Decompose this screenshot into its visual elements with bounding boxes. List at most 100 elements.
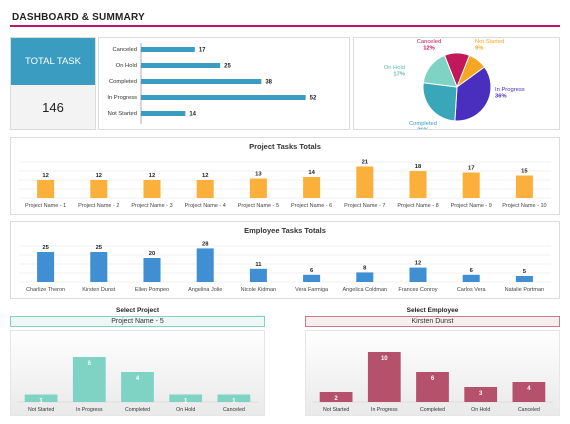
status-value-label: 52: [310, 96, 317, 102]
status-bar: [141, 63, 221, 68]
select-employee-category-label: Completed: [420, 407, 445, 413]
employee-value-label: 6: [310, 268, 314, 274]
pie-slice-label: Canceled: [417, 39, 442, 45]
status-category-label: Not Started: [108, 111, 137, 117]
project-status-chart: 1 Not Started 6 In Progress 4 Completed 1 On Ho…: [11, 331, 264, 415]
status-pie-card: Canceled 12% Not Started 9% In Progress 36% Co…: [353, 37, 560, 134]
total-task-card: [10, 37, 96, 130]
employee-status-chart: 2 Not Started 10 In Progress 6 Completed 3 On H…: [306, 331, 559, 415]
employee-category-label: Angelina Jolie: [188, 287, 222, 293]
project-bar: [356, 166, 374, 198]
project-chart-title: Project Tasks Totals: [249, 142, 321, 151]
select-employee-dropdown[interactable]: Kirsten Dunst: [305, 316, 560, 327]
project-value-label: 15: [521, 169, 528, 175]
employee-value-label: 6: [470, 268, 474, 274]
select-employee-value-label: 10: [381, 356, 388, 362]
employee-category-label: Carlos Vera: [457, 287, 487, 293]
select-employee-bar: [416, 372, 449, 402]
project-bar: [409, 171, 427, 198]
select-project-value-label: 1: [232, 399, 236, 405]
project-bar: [462, 172, 480, 198]
project-totals-chart: Project Tasks Totals 12 Project Name - 1 12…: [19, 142, 551, 209]
employee-value-label: 8: [363, 265, 367, 271]
select-employee-bar: [512, 382, 546, 402]
status-category-label: Completed: [109, 79, 137, 85]
pie-slice-percent: 17%: [393, 72, 405, 78]
employee-category-label: Natalie Portman: [505, 287, 544, 293]
project-totals-card: Project Tasks Totals 12 Project Name - 1 12…: [10, 137, 560, 215]
select-employee-bar: [319, 392, 353, 402]
project-bar: [37, 180, 55, 198]
select-employee-category-label: Canceled: [518, 407, 540, 413]
pie-slice-label: In Progress: [495, 87, 525, 93]
project-bar: [196, 180, 214, 198]
employee-category-label: Frances Conroy: [398, 287, 437, 293]
employee-bar: [409, 267, 427, 282]
status-bar-chart: Canceled 17 On Hold 25 Completed 38 In Progres…: [107, 43, 317, 124]
select-project-bar: [24, 394, 58, 402]
pie-slice-percent: 9%: [475, 46, 483, 52]
employee-bar: [356, 272, 374, 282]
pie-slice-label: Completed: [409, 121, 437, 127]
pie-slice-label: On Hold: [384, 65, 405, 71]
select-project-category-label: In Progress: [76, 407, 103, 413]
pie-slice: [422, 82, 458, 122]
project-value-label: 12: [96, 173, 102, 179]
status-bar-card: Canceled 17 On Hold 25 Completed 38 In Progres…: [98, 37, 350, 130]
project-category-label: Project Name - 2: [78, 203, 119, 209]
select-employee-category-label: In Progress: [371, 407, 398, 413]
select-project-category-label: Canceled: [223, 407, 245, 413]
status-category-label: On Hold: [116, 63, 137, 69]
select-project-dropdown[interactable]: Project Name - 5: [10, 316, 265, 327]
status-value-label: 14: [189, 112, 196, 118]
select-project-category-label: On Hold: [176, 407, 195, 413]
select-project-category-label: Not Started: [28, 407, 54, 413]
status-bar: [141, 95, 306, 100]
select-employee-bar: [367, 352, 401, 402]
status-value-label: 17: [199, 48, 206, 54]
project-bar: [249, 178, 267, 198]
status-value-label: 25: [224, 64, 231, 70]
status-category-label: In Progress: [107, 95, 137, 101]
project-category-label: Project Name - 10: [502, 203, 546, 209]
project-value-label: 12: [202, 173, 208, 179]
employee-value-label: 11: [255, 262, 262, 268]
project-value-label: 18: [415, 164, 422, 170]
employee-bar: [249, 268, 267, 282]
project-value-label: 12: [42, 173, 48, 179]
employee-category-label: Nicole Kidman: [241, 287, 276, 293]
select-project-category-label: Completed: [125, 407, 150, 413]
project-category-label: Project Name - 9: [451, 203, 492, 209]
project-value-label: 17: [468, 166, 474, 172]
pie-slice-percent: 26%: [417, 128, 429, 130]
employee-bar: [303, 274, 321, 282]
pie-slice-label: Not Started: [475, 39, 504, 45]
total-task-label: TOTAL TASK: [11, 38, 95, 85]
project-category-label: Project Name - 7: [344, 203, 385, 209]
project-bar: [515, 175, 533, 198]
employee-category-label: Kirsten Dunst: [82, 287, 115, 293]
total-task-value: 146: [11, 85, 95, 129]
select-project-label: Select Project: [116, 307, 159, 314]
project-bar: [143, 180, 161, 198]
project-category-label: Project Name - 3: [131, 203, 172, 209]
employee-bar: [515, 276, 533, 282]
status-category-label: Canceled: [113, 47, 138, 53]
project-bar: [303, 177, 321, 198]
project-category-label: Project Name - 1: [25, 203, 66, 209]
employee-category-label: Vera Farmiga: [295, 287, 329, 293]
select-project-value-label: 1: [184, 399, 188, 405]
project-category-label: Project Name - 8: [397, 203, 438, 209]
employee-bar: [90, 252, 108, 282]
select-project-bar: [217, 394, 251, 402]
employee-category-label: Angelica Coldman: [342, 287, 387, 293]
project-category-label: Project Name - 5: [238, 203, 279, 209]
select-employee-label: Select Employee: [406, 307, 459, 314]
employee-status-card: 2 Not Started 10 In Progress 6 Completed 3 On H…: [305, 330, 560, 416]
employee-chart-title: Employee Tasks Totals: [244, 226, 326, 235]
employee-value-label: 28: [202, 241, 209, 247]
select-employee-value-label: 6: [431, 376, 435, 382]
employee-value-label: 5: [523, 269, 527, 275]
employee-bar: [196, 248, 214, 282]
